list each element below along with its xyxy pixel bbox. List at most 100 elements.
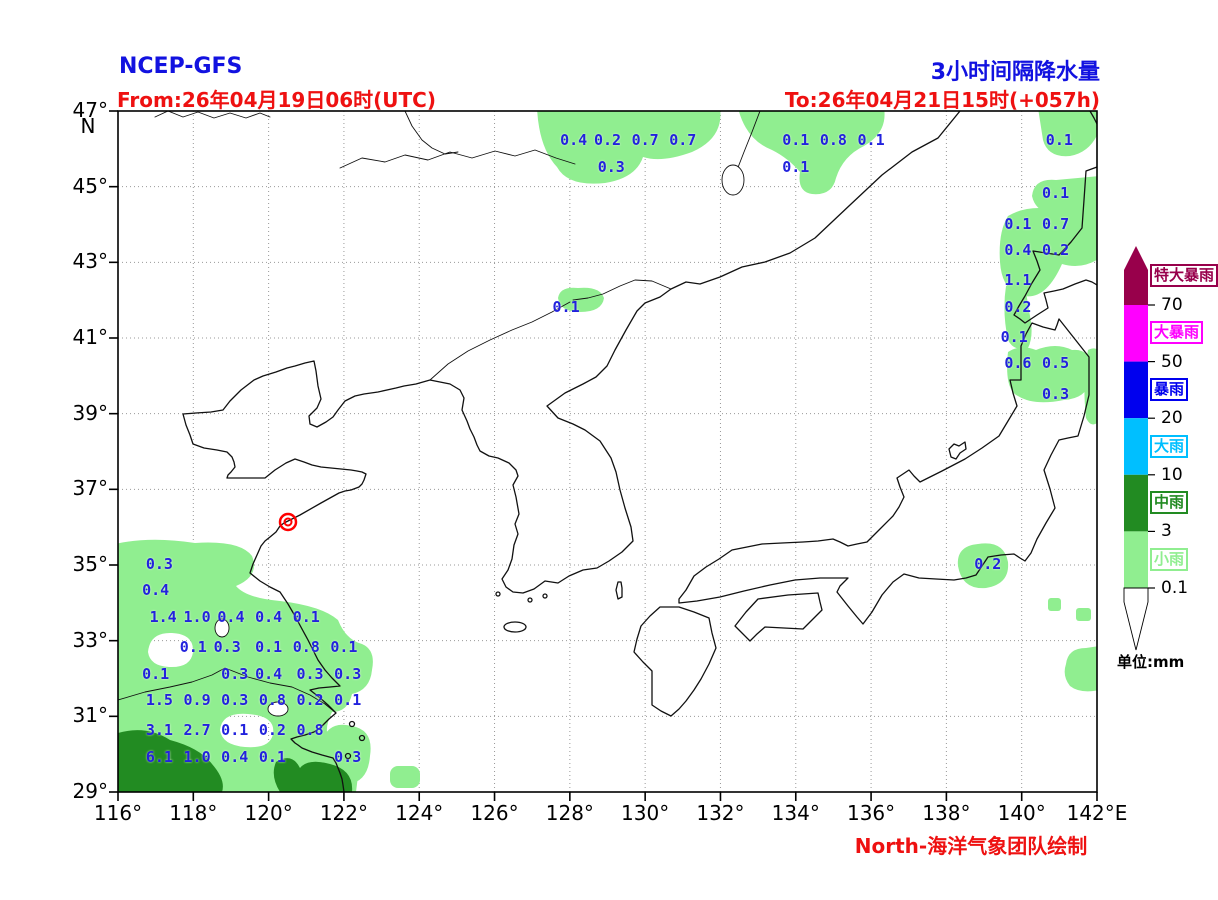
axis-ticks xyxy=(109,110,1098,801)
x-tick-label: 126° xyxy=(470,801,519,825)
precip-value-label: 0.3 xyxy=(1042,384,1070,403)
honshu-coastline xyxy=(678,318,1090,625)
river-line xyxy=(154,111,271,119)
model-label: NCEP-GFS xyxy=(119,54,243,79)
legend-segment xyxy=(1124,305,1148,362)
precipitation-shaded-areas xyxy=(118,111,1097,792)
legend-category-label: 大暴雨 xyxy=(1150,321,1204,345)
precip-value-label: 0.5 xyxy=(1042,354,1070,373)
legend-segment xyxy=(1124,531,1148,588)
legend-segment xyxy=(1124,418,1148,475)
precip-value-label: 0.1 xyxy=(857,131,885,150)
north-hemisphere-label: N xyxy=(80,114,96,138)
precip-value-label: 0.2 xyxy=(258,721,286,740)
tumen-river xyxy=(572,279,672,301)
legend-arrow-bottom xyxy=(1123,587,1149,651)
river-line xyxy=(404,111,459,155)
legend-threshold-label: 3 xyxy=(1161,521,1172,542)
y-tick-label: 45° xyxy=(72,173,108,198)
x-tick-label: 120° xyxy=(244,801,293,825)
x-tick-label: 122° xyxy=(319,801,369,825)
sado-island xyxy=(948,441,967,460)
precip-value-label: 1.5 xyxy=(145,691,173,710)
x-tick-label: 128° xyxy=(545,801,594,825)
y-tick-label: 35° xyxy=(72,552,108,576)
y-tick-label: 29° xyxy=(72,779,108,803)
jeju-island xyxy=(503,621,527,633)
precip-value-label: 0.3 xyxy=(145,555,173,573)
map-border xyxy=(117,110,1098,793)
x-tick-label: 130° xyxy=(621,801,670,825)
sakhalin-coastline xyxy=(1089,111,1097,125)
legend-category-label: 中雨 xyxy=(1150,491,1189,515)
precip-value-label: 0.1 xyxy=(330,638,358,657)
y-tick-label: 37° xyxy=(72,476,108,501)
precip-value-label: 0.3 xyxy=(597,157,625,176)
precip-value-label: 1.0 xyxy=(183,607,211,626)
precip-value-label: 2.7 xyxy=(183,721,211,740)
precip-value-label: 0.3 xyxy=(213,638,241,657)
precip-value-label: 1.4 xyxy=(149,607,177,626)
precip-value-label: 0.4 xyxy=(1004,240,1032,259)
legend-segment xyxy=(1124,474,1148,532)
credit-label: North-海洋气象团队绘制 xyxy=(854,834,1088,858)
precip-value-label: 1.1 xyxy=(1004,271,1032,290)
x-tick-label: 134° xyxy=(771,801,820,825)
legend-segment-top xyxy=(1124,246,1148,305)
precip-value-label: 0.1 xyxy=(258,747,286,766)
legend-threshold-label: 20 xyxy=(1161,408,1183,429)
grid-lines xyxy=(118,111,1097,792)
x-tick-label: 142°E xyxy=(1066,801,1128,825)
precip-value-label: 0.1 xyxy=(1042,184,1070,203)
precip-value-label: 0.4 xyxy=(560,131,588,150)
mainland-coastline xyxy=(182,111,961,792)
yalu-river xyxy=(429,301,571,381)
chart-title: 3小时间隔降水量 xyxy=(930,60,1100,85)
river-line xyxy=(339,149,576,169)
x-tick-label: 124° xyxy=(395,801,444,825)
precip-value-label: 0.3 xyxy=(296,664,324,683)
small-island xyxy=(542,593,548,599)
x-tick-label: 116° xyxy=(93,801,143,825)
x-tick-label: 118° xyxy=(169,801,218,825)
small-island xyxy=(344,752,352,760)
precip-value-label: 0.7 xyxy=(669,131,697,150)
small-island xyxy=(527,597,533,603)
precip-value-label: 0.3 xyxy=(221,691,249,710)
kyushu-coastline xyxy=(633,606,717,717)
y-tick-label: 33° xyxy=(72,627,108,652)
precip-value-label: 0.1 xyxy=(334,691,362,710)
small-island xyxy=(348,720,356,728)
precip-value-label: 0.1 xyxy=(1004,214,1032,233)
precip-value-label: 0.8 xyxy=(258,691,286,710)
precip-value-label: 0.7 xyxy=(1042,214,1070,233)
precip-value-label: 0.4 xyxy=(255,607,283,626)
shikoku-coastline xyxy=(734,592,823,642)
precip-value-label: 0.4 xyxy=(255,664,283,683)
y-tick-label: 31° xyxy=(72,703,108,728)
legend-category-label: 暴雨 xyxy=(1150,377,1189,401)
legend-threshold-label: 50 xyxy=(1161,351,1183,372)
cyclone-marker xyxy=(278,512,298,532)
y-tick-label: 41° xyxy=(72,325,108,349)
precip-value-label: 0.2 xyxy=(296,691,324,710)
legend-category-label: 大雨 xyxy=(1150,434,1189,458)
taihu-lake xyxy=(267,701,289,717)
precip-value-label: 1.0 xyxy=(183,747,211,766)
legend-unit-label: 单位:mm xyxy=(1117,653,1185,671)
x-tick-label: 138° xyxy=(922,801,971,825)
coastlines xyxy=(118,111,1097,792)
precip-value-label: 0.2 xyxy=(1004,297,1032,316)
precip-value-label: 0.2 xyxy=(974,555,1002,573)
precip-value-label: 0.1 xyxy=(552,297,580,316)
precip-value-label: 0.1 xyxy=(292,607,320,626)
precip-value-label: 0.3 xyxy=(334,664,362,683)
x-tick-label: 132° xyxy=(696,801,745,825)
legend-segment xyxy=(1124,361,1148,419)
precip-value-label: 0.4 xyxy=(217,607,245,626)
legend-category-label: 小雨 xyxy=(1150,547,1189,571)
valid-from-label: From:26年04月19日06时(UTC) xyxy=(117,88,436,112)
precip-value-label: 0.3 xyxy=(334,747,362,766)
hokkaido-coastline xyxy=(1013,166,1097,324)
